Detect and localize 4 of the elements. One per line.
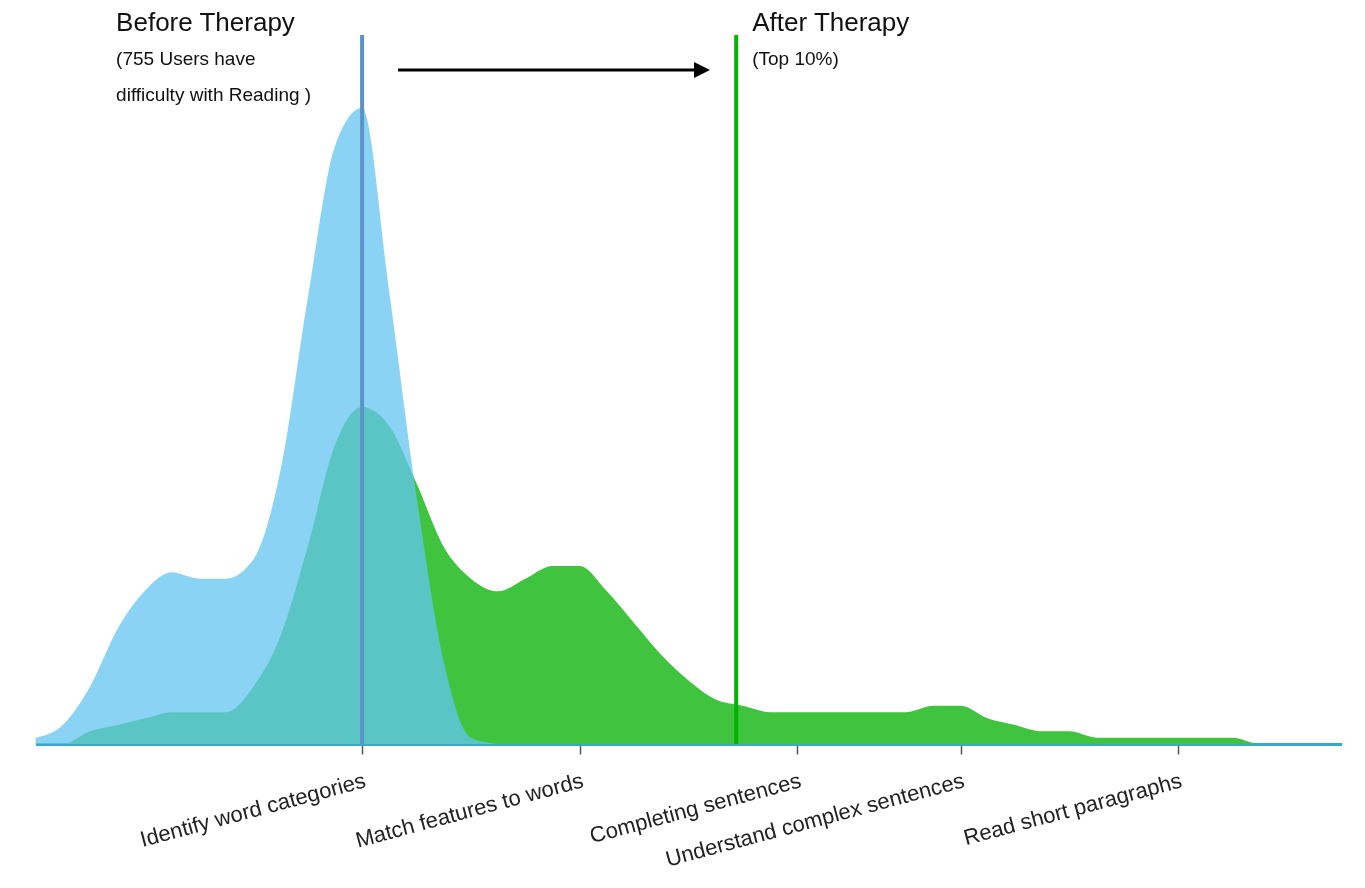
text: After Therapy	[752, 7, 910, 37]
ref-line-label: Before Therapy	[116, 7, 295, 37]
text: (Top 10%)	[752, 48, 839, 69]
text: (755 Users have difficulty with Reading )	[116, 48, 312, 105]
